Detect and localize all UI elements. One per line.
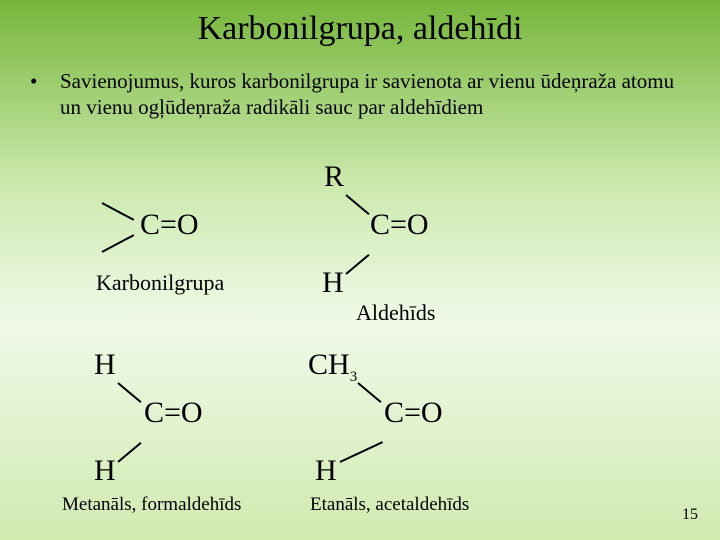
bond-line [340, 441, 383, 463]
formula-text: H [94, 454, 116, 488]
formula-text: C=O [384, 396, 443, 430]
formula-text: H [94, 348, 116, 382]
formula-text: CH3 [308, 348, 357, 386]
bond-line [357, 382, 381, 403]
label-etanals: Etanāls, acetaldehīds [310, 494, 469, 516]
formula-text: H [322, 266, 344, 300]
bullet-text: Savienojumus, kuros karbonilgrupa ir sav… [60, 68, 690, 121]
label-metanals: Metanāls, formaldehīds [62, 494, 241, 516]
bond-line [102, 234, 135, 253]
bond-line [345, 194, 369, 215]
bullet-dot: • [30, 68, 60, 121]
bond-line [102, 202, 135, 221]
formula-text: C=O [140, 208, 199, 242]
page-number: 15 [682, 506, 698, 524]
ch3-sub: 3 [350, 369, 358, 385]
page-title: Karbonilgrupa, aldehīdi [0, 0, 720, 48]
label-karbonilgrupa: Karbonilgrupa [96, 270, 224, 296]
bullet-row: • Savienojumus, kuros karbonilgrupa ir s… [30, 68, 690, 121]
formula-text: H [315, 454, 337, 488]
formula-text: C=O [144, 396, 203, 430]
formula-text: R [324, 160, 344, 194]
label-aldehids: Aldehīds [356, 300, 435, 326]
formula-text: C=O [370, 208, 429, 242]
bond-line [117, 442, 141, 463]
bond-line [345, 254, 369, 275]
bond-line [117, 382, 141, 403]
ch3-ch: CH [308, 348, 350, 381]
